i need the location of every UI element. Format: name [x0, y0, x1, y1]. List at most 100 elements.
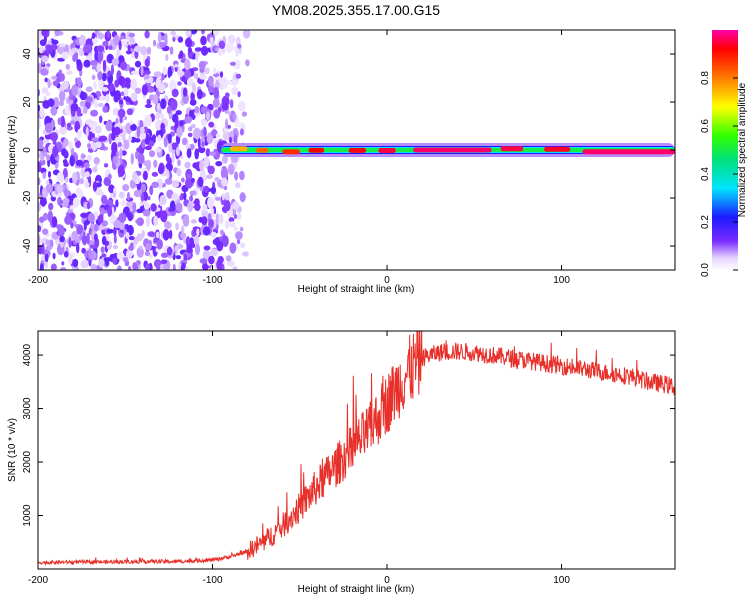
spectrogram-noise-cell: [120, 61, 128, 71]
spectrogram-noise-cell: [64, 177, 69, 183]
snr-series-line: [38, 331, 675, 566]
spectrogram-noise-cell: [159, 194, 167, 206]
spectrogram-noise-cell: [116, 251, 125, 260]
spectrogram-noise-cell: [199, 258, 208, 264]
spectrogram-noise-cell: [119, 148, 123, 159]
spectrogram-noise-cell: [100, 246, 105, 254]
spectrogram-noise-cell: [91, 32, 96, 39]
spectrogram-noise-cell: [63, 188, 69, 197]
spectrogram-noise-cell: [194, 243, 201, 256]
spectrogram-noise-cell: [142, 170, 148, 181]
spectrogram-noise-cell: [78, 47, 85, 57]
spectrogram-noise-cell: [208, 121, 215, 128]
spectrogram-noise-cell: [130, 70, 139, 76]
spectrogram-noise-cell: [234, 171, 239, 181]
spectrogram-signal-segment: [348, 147, 367, 153]
spectrogram-noise-cell: [239, 192, 246, 203]
spectrogram-noise-cell: [123, 77, 132, 89]
spectrogram-noise-cell: [233, 59, 241, 70]
spectrogram-noise-cell: [71, 47, 79, 53]
spectrogram-noise-cell: [202, 226, 211, 236]
spectrogram-noise-cell: [98, 191, 105, 196]
spectrogram-noise-cell: [98, 214, 104, 224]
spectrogram-noise-cell: [209, 36, 214, 44]
spectrogram-noise-cell: [107, 205, 113, 218]
spectrogram-noise-cell: [125, 249, 133, 260]
spectrogram-noise-cell: [83, 106, 88, 115]
spectrogram-noise-cell: [135, 219, 141, 224]
spectrogram-noise-cell: [152, 94, 159, 105]
spectrogram-noise-cell: [213, 109, 221, 119]
spectrogram-noise-cell: [113, 35, 121, 46]
axis-tick-label: -40: [22, 238, 33, 253]
spectrogram-noise-cell: [102, 40, 109, 47]
spectrogram-noise-cell: [185, 265, 190, 270]
spectrogram-noise-cell: [222, 192, 225, 201]
spectrogram-noise-cell: [160, 210, 168, 223]
spectrogram-noise-cell: [93, 157, 100, 165]
spectrogram-noise-cell: [63, 197, 70, 204]
spectrogram-noise-cell: [125, 50, 132, 55]
spectrogram-noise-cell: [148, 76, 154, 83]
spectrogram-noise-cell: [210, 129, 218, 137]
spectrogram-noise-cell: [140, 46, 148, 56]
spectrogram-noise-cell: [81, 247, 86, 254]
spectrogram-noise-cell: [207, 196, 215, 209]
spectrogram-noise-cell: [113, 187, 117, 194]
axis-tick-label: 3000: [22, 397, 33, 420]
spectrogram-noise-cell: [219, 236, 223, 242]
spectrogram-noise-cell: [147, 195, 151, 201]
axis-tick-label: -20: [22, 190, 33, 205]
spectrogram-noise-cell: [149, 185, 154, 196]
spectrogram-noise-cell: [182, 191, 187, 201]
spectrogram-noise-cell: [164, 32, 168, 45]
spectrogram-noise-cell: [47, 98, 55, 107]
spectrogram-noise-cell: [112, 257, 118, 265]
spectrogram-noise-cell: [77, 128, 82, 139]
spectrogram-noise-cell: [133, 189, 142, 198]
spectrogram-noise-cell: [72, 54, 77, 62]
spectrogram-noise-cell: [227, 34, 236, 44]
spectrogram-noise-cell: [201, 30, 205, 35]
spectrogram-noise-cell: [81, 234, 88, 246]
spectrogram-noise-cell: [235, 182, 241, 189]
spectrogram-noise-cell: [168, 171, 173, 180]
spectrogram-noise-cell: [101, 235, 107, 246]
spectrogram-noise-cell: [126, 108, 134, 116]
spectrogram-noise-cell: [139, 245, 143, 250]
spectrogram-noise-cell: [42, 212, 49, 221]
spectrogram-noise-cell: [69, 120, 76, 125]
spectrogram-noise-cell: [206, 174, 213, 179]
spectrogram-noise-cell: [233, 134, 238, 144]
spectrogram-noise-cell: [47, 171, 52, 178]
spectrogram-noise-cell: [95, 125, 102, 134]
spectrogram-noise-cell: [39, 107, 45, 118]
spectrogram-noise-cell: [118, 191, 125, 199]
spectrogram-noise-cell: [97, 102, 104, 108]
spectrogram-noise-cell: [181, 75, 186, 82]
spectrogram-noise-cell: [57, 191, 63, 197]
spectrogram-noise-cell: [107, 173, 112, 180]
spectrogram-noise-cell: [163, 136, 168, 148]
spectrogram-noise-cell: [90, 59, 98, 66]
spectrogram-noise-cell: [187, 132, 193, 138]
spectrogram-noise-cell: [45, 44, 53, 55]
spectrogram-noise-cell: [147, 87, 155, 93]
axis-tick-label: 20: [22, 96, 33, 108]
spectrogram-noise-cell: [222, 155, 228, 164]
spectrogram-noise-cell: [130, 123, 137, 131]
spectrogram-noise-cell: [119, 111, 123, 124]
spectrogram-noise-cell: [176, 168, 182, 177]
spectrogram-noise-cell: [210, 207, 215, 214]
spectrogram-noise-cell: [50, 105, 58, 116]
spectrogram-noise-cell: [179, 194, 183, 201]
spectrogram-noise-cell: [103, 163, 109, 168]
spectrogram-noise-cell: [59, 235, 65, 243]
spectrogram-noise-cell: [70, 147, 75, 155]
spectrogram-noise-cell: [122, 256, 129, 263]
spectrogram-noise-cell: [147, 231, 156, 238]
spectrogram-noise-cell: [66, 70, 73, 75]
spectrogram-noise-cell: [79, 177, 84, 185]
spectrogram-noise-cell: [219, 71, 224, 78]
spectrogram-noise-cell: [87, 201, 91, 210]
